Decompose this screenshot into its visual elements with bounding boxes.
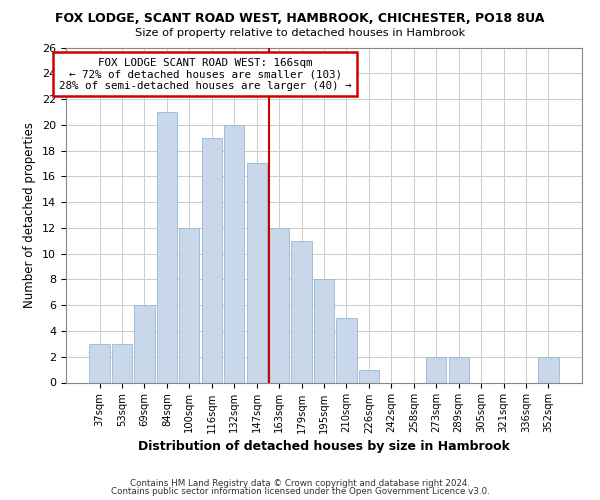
Bar bbox=[426, 356, 446, 382]
Text: FOX LODGE SCANT ROAD WEST: 166sqm
← 72% of detached houses are smaller (103)
28%: FOX LODGE SCANT ROAD WEST: 166sqm ← 72% … bbox=[59, 58, 351, 91]
Y-axis label: Number of detached properties: Number of detached properties bbox=[23, 122, 37, 308]
Bar bbox=[202, 138, 222, 382]
Bar bbox=[337, 318, 356, 382]
Bar bbox=[449, 356, 469, 382]
Bar bbox=[359, 370, 379, 382]
Bar bbox=[112, 344, 132, 383]
Text: Size of property relative to detached houses in Hambrook: Size of property relative to detached ho… bbox=[135, 28, 465, 38]
Bar bbox=[247, 164, 267, 382]
X-axis label: Distribution of detached houses by size in Hambrook: Distribution of detached houses by size … bbox=[138, 440, 510, 452]
Bar bbox=[269, 228, 289, 382]
Text: FOX LODGE, SCANT ROAD WEST, HAMBROOK, CHICHESTER, PO18 8UA: FOX LODGE, SCANT ROAD WEST, HAMBROOK, CH… bbox=[55, 12, 545, 26]
Bar bbox=[134, 305, 155, 382]
Bar bbox=[179, 228, 199, 382]
Bar bbox=[89, 344, 110, 383]
Bar bbox=[224, 125, 244, 382]
Bar bbox=[157, 112, 177, 382]
Text: Contains public sector information licensed under the Open Government Licence v3: Contains public sector information licen… bbox=[110, 487, 490, 496]
Bar bbox=[314, 280, 334, 382]
Bar bbox=[292, 241, 311, 382]
Bar bbox=[538, 356, 559, 382]
Text: Contains HM Land Registry data © Crown copyright and database right 2024.: Contains HM Land Registry data © Crown c… bbox=[130, 479, 470, 488]
